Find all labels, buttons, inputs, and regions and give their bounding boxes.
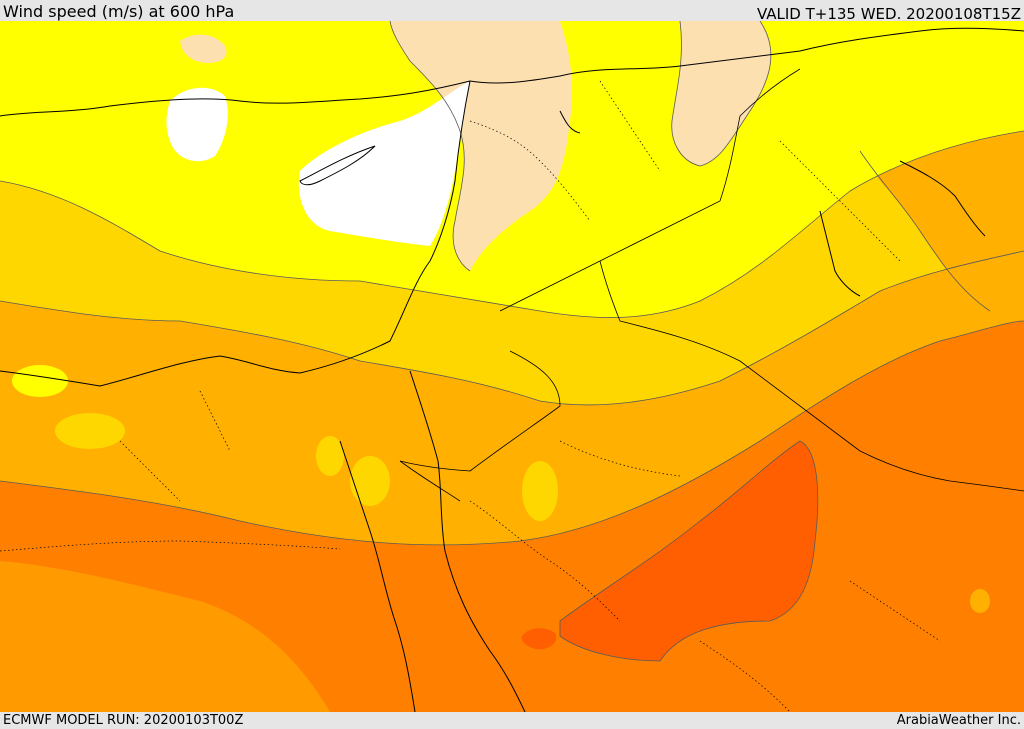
footer-bar: ECMWF MODEL RUN: 20200103T00Z ArabiaWeat… bbox=[0, 712, 1024, 729]
map-title: Wind speed (m/s) at 600 hPa bbox=[3, 2, 235, 21]
yellow-patch-1 bbox=[12, 365, 68, 397]
calm-eastern-med bbox=[298, 81, 470, 246]
calm-aegean bbox=[166, 87, 228, 162]
valid-time: VALID T+135 WED. 20200108T15Z bbox=[756, 5, 1021, 23]
map-canvas bbox=[0, 21, 1024, 712]
band-1-levant bbox=[390, 21, 572, 271]
internal-boundaries bbox=[0, 80, 941, 712]
gold-patch-2 bbox=[522, 461, 558, 521]
gold-patch-4 bbox=[350, 456, 390, 506]
credit: ArabiaWeather Inc. bbox=[896, 713, 1021, 728]
orange-patch-1 bbox=[970, 589, 990, 613]
band-7-core-west bbox=[521, 628, 557, 650]
band-4-northeast bbox=[860, 116, 1024, 321]
band-7-core bbox=[560, 441, 818, 661]
header-bar: Wind speed (m/s) at 600 hPa VALID T+135 … bbox=[0, 0, 1024, 23]
band-1-small-north bbox=[180, 34, 227, 63]
model-run: ECMWF MODEL RUN: 20200103T00Z bbox=[3, 713, 244, 728]
contour-lines bbox=[0, 21, 1024, 662]
band-6-west bbox=[0, 561, 330, 712]
gold-patch-1 bbox=[55, 413, 125, 449]
wind-speed-map[interactable] bbox=[0, 21, 1024, 712]
coastlines bbox=[0, 27, 1024, 712]
borders bbox=[399, 68, 1024, 502]
gold-patch-3 bbox=[316, 436, 344, 476]
band-4-region bbox=[0, 251, 1024, 545]
band-3-region bbox=[0, 131, 1024, 405]
